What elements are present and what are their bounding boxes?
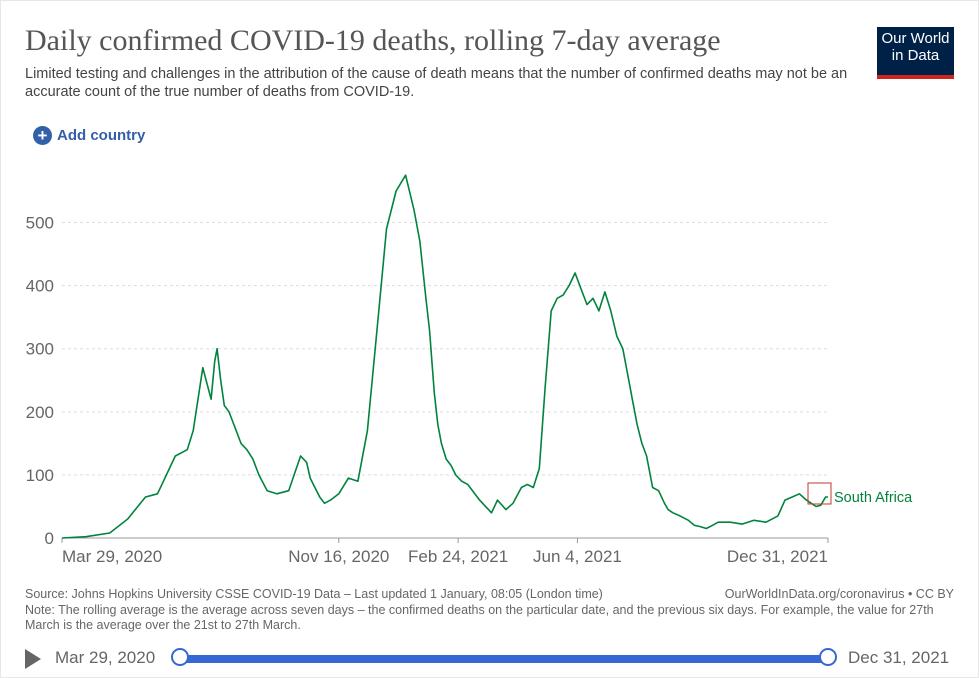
series-label: South Africa [834,490,913,506]
license-link[interactable]: OurWorldInData.org/coronavirus • CC BY [724,587,954,601]
x-tick-label: Jun 4, 2021 [533,547,622,566]
logo-line-2: in Data [891,47,940,64]
y-tick-label: 200 [26,403,54,422]
y-tick-label: 400 [26,277,54,296]
chart-subtitle: Limited testing and challenges in the at… [25,66,848,100]
timeline-start-label: Mar 29, 2020 [55,648,156,667]
add-country-button[interactable]: + Add country [33,126,145,145]
x-tick-label: Dec 31, 2021 [727,547,828,566]
x-tick-label: Feb 24, 2021 [408,547,508,566]
timeline-track[interactable] [180,655,828,663]
source-text: Source: Johns Hopkins University CSSE CO… [25,587,603,601]
logo-line-1: Our World [881,30,950,47]
selection-box [807,482,832,505]
x-tick-label: Nov 16, 2020 [288,547,389,566]
timeline-end-handle[interactable] [819,648,837,666]
series-line-south-africa [61,174,828,539]
series-layer: South Africa [61,174,913,539]
axis-layer: 0 100 200 300 400 500 Mar 29, 2020 Nov 16, 2020… [26,214,829,566]
add-country-label: Add country [57,127,146,144]
y-tick-label: 500 [26,214,54,233]
chart-title: Daily confirmed COVID-19 deaths, rolling… [25,24,721,57]
y-tick-label: 100 [26,466,54,485]
timeline-end-label: Dec 31, 2021 [848,648,950,667]
plus-circle-icon: + [33,126,52,145]
note-text: Note: The rolling average is the average… [25,603,934,632]
play-icon[interactable] [25,649,41,669]
y-tick-label: 0 [45,529,54,548]
timeline-start-handle[interactable] [171,648,189,666]
grid-layer [62,222,828,476]
x-tick-label: Mar 29, 2020 [62,547,162,566]
y-tick-label: 300 [26,340,54,359]
owid-logo[interactable]: Our World in Data [877,27,954,79]
